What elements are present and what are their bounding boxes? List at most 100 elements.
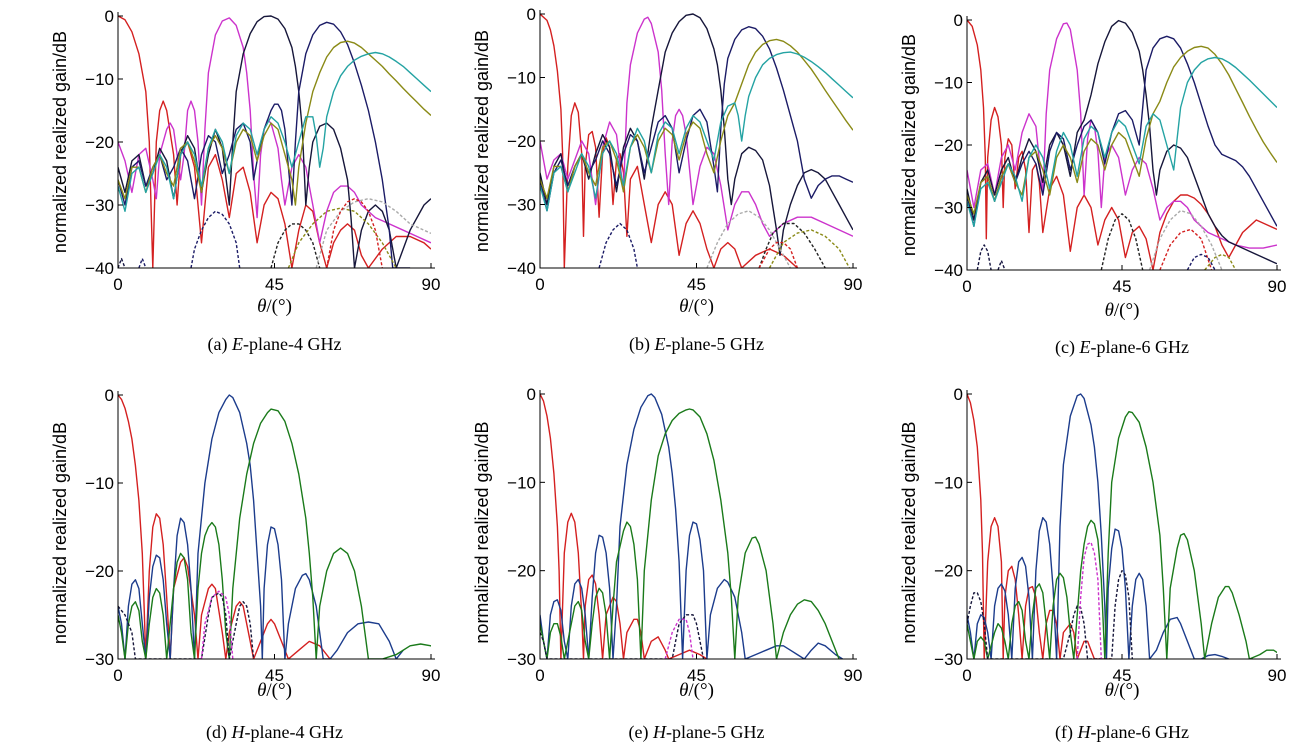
series-line [768,229,851,268]
caption-prefix: (d) [206,722,232,742]
panel-caption: (e) H-plane-5 GHz [547,722,847,743]
caption-prefix: (e) [628,722,653,742]
y-tick-label: −10 [934,473,963,492]
panel-caption: (f) H-plane-6 GHz [972,722,1272,743]
y-tick-label: −30 [507,196,536,215]
x-axis-symbol: θ [679,296,689,317]
series-line [200,590,234,659]
x-tick-label: 0 [113,275,122,294]
caption-plane: H [231,722,245,742]
caption-prefix: (c) [1055,337,1080,357]
series-line [118,15,431,268]
series-line [540,51,853,212]
series-line [976,244,992,270]
series-line [997,259,1006,270]
series-line [664,618,694,659]
series-line [540,393,843,659]
y-tick-label: 0 [527,385,536,404]
series-line [1204,253,1237,270]
y-tick-label: −20 [507,562,536,581]
series-line [540,393,708,659]
caption-suffix: -plane-5 GHz [666,722,765,742]
x-tick-label: 45 [1113,277,1132,296]
series-line [967,393,1112,659]
x-axis-symbol: θ [679,680,689,701]
series-line [967,19,1277,265]
series-line [118,17,431,244]
y-tick-label: −30 [507,650,536,669]
y-tick-label: −10 [507,473,536,492]
x-tick-label: 45 [265,666,284,685]
series-line [118,394,404,659]
x-axis-symbol: θ [257,680,267,701]
series-line [118,257,126,268]
series-line [598,222,639,268]
series-line [540,13,853,256]
series-line [758,241,799,268]
x-axis-unit: /(°) [266,680,292,701]
y-axis-label: normalized realized gain/dB [472,30,492,252]
series-line [118,21,411,268]
series-line [118,394,331,659]
series-line [967,411,1277,659]
caption-plane: E [1079,337,1091,357]
y-tick-label: 0 [527,5,536,24]
panel-caption: (d) H-plane-4 GHz [125,722,425,743]
x-tick-label: 45 [687,275,706,294]
series-line [967,570,1133,659]
x-tick-label: 90 [844,275,863,294]
x-tick-label: 45 [265,275,284,294]
series-line [540,26,853,212]
y-tick-label: −30 [934,199,963,218]
x-axis-symbol: θ [257,296,267,317]
y-tick-label: 0 [105,7,114,26]
x-axis-label: θ/(°) [637,680,757,702]
series-line [967,393,1230,659]
y-tick-label: −40 [85,259,114,278]
y-tick-label: −10 [934,74,963,93]
series-line [118,51,431,212]
y-tick-label: 0 [954,11,963,30]
caption-prefix: (b) [629,334,655,354]
x-axis-label: θ/(°) [637,296,757,318]
x-axis-label: θ/(°) [215,680,335,702]
x-tick-label: 90 [422,666,441,685]
y-tick-label: −40 [507,259,536,278]
series-line [967,35,1277,227]
series-line [758,222,826,268]
y-tick-label: −30 [85,196,114,215]
x-axis-symbol: θ [1104,300,1114,321]
panel-caption: (b) E-plane-5 GHz [547,334,847,355]
series-line [967,56,1277,227]
y-tick-label: −10 [85,70,114,89]
y-axis-label: normalized realized gain/dB [50,31,70,253]
y-tick-label: −10 [507,69,536,88]
series-line [1186,253,1216,270]
x-axis-unit: /(°) [1113,680,1140,701]
caption-plane: E [654,334,666,354]
series-line [190,210,241,268]
x-tick-label: 0 [113,666,122,685]
y-axis-label: normalized realized gain/dB [899,421,919,643]
x-tick-label: 45 [1113,666,1132,685]
caption-plane: E [232,334,243,354]
caption-suffix: -plane-4 GHz [243,334,342,354]
series-line [540,408,840,659]
panel-caption: (a) E-plane-4 GHz [125,334,425,355]
x-axis-symbol: θ [1104,680,1114,701]
y-tick-label: 0 [105,386,114,405]
y-tick-label: −20 [85,133,114,152]
caption-plane: H [653,722,666,742]
series-line [287,207,397,268]
series-line [1076,541,1102,659]
caption-suffix: -plane-6 GHz [1090,337,1189,357]
series-line [540,614,705,659]
